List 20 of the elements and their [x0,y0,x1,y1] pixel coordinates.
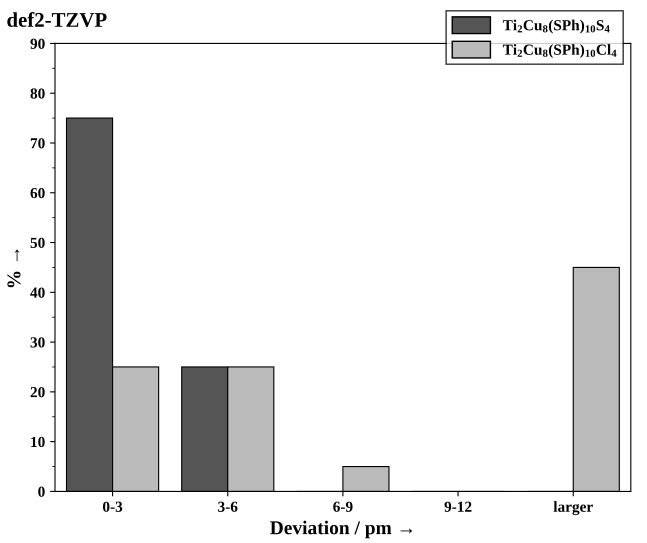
x-tick-label: 9-12 [444,502,472,512]
y-tick-label: 90 [30,38,45,49]
y-tick-label: 0 [38,486,45,497]
x-tick-label: larger [554,501,593,516]
y-tick-label: 70 [30,138,45,148]
y-tick-label: 10 [31,436,45,448]
legend-label: Ti$_{2}$Cu$_{8}$(SPh)$_{10}$S$_{4}$ [502,20,610,34]
y-axis-title: % → [7,250,21,288]
y-tick-label: 50 [30,238,45,248]
y-tick-label: 80 [30,88,45,99]
y-tick-label: 20 [30,387,45,398]
y-tick-label: 40 [30,287,45,298]
x-axis-title: Deviation / pm → [270,520,412,538]
y-tick-label: 60 [30,188,45,198]
x-tick-label: 6-9 [333,502,353,512]
x-tick-label: 0-3 [102,502,122,512]
chart-title: def2-TZVP [7,12,107,28]
legend-label: Ti$_{2}$Cu$_{8}$(SPh)$_{10}$Cl$_{4}$ [502,44,616,58]
x-tick-label: 3-6 [218,502,238,512]
y-tick-label: 30 [30,337,45,348]
